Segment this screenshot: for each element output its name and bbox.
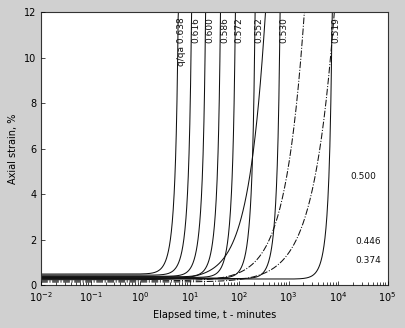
Text: 0.586: 0.586	[220, 17, 229, 43]
Text: 0.530: 0.530	[279, 17, 288, 43]
Text: 0.519: 0.519	[332, 17, 341, 43]
Text: 0.616: 0.616	[192, 17, 200, 43]
Y-axis label: Axial strain, %: Axial strain, %	[9, 114, 18, 184]
Text: 0.500: 0.500	[351, 172, 377, 181]
Text: 0.446: 0.446	[355, 236, 381, 246]
Text: 0.374: 0.374	[355, 256, 381, 265]
Text: 0.572: 0.572	[234, 17, 243, 43]
Text: q/qa 0.638: q/qa 0.638	[177, 17, 186, 66]
Text: 0.600: 0.600	[205, 17, 215, 43]
Text: 0.552: 0.552	[254, 17, 263, 43]
X-axis label: Elapsed time, t - minutes: Elapsed time, t - minutes	[153, 310, 276, 320]
